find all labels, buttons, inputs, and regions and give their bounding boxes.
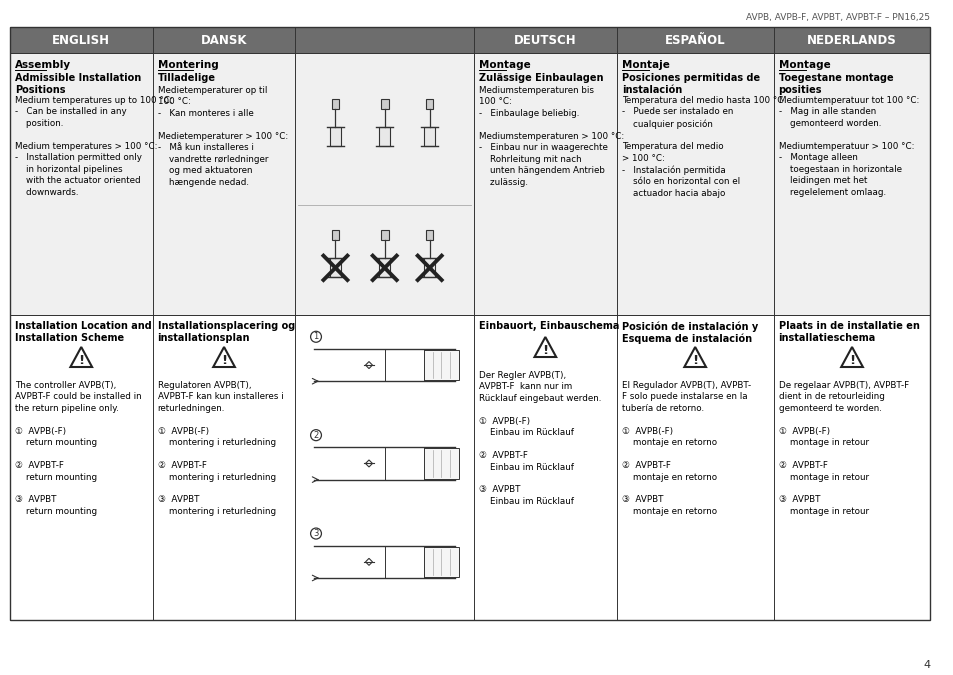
Bar bbox=[332, 99, 339, 109]
Text: ENGLISH: ENGLISH bbox=[52, 34, 111, 47]
Bar bbox=[10, 315, 152, 620]
Bar bbox=[379, 259, 390, 277]
Text: Posición de instalación y
Esquema de instalación: Posición de instalación y Esquema de ins… bbox=[621, 321, 757, 344]
Bar bbox=[773, 315, 929, 620]
Text: Posiciones permitidas de
instalación: Posiciones permitidas de instalación bbox=[621, 73, 759, 95]
Text: AVPB, AVPB-F, AVPBT, AVPBT-F – PN16,25: AVPB, AVPB-F, AVPBT, AVPBT-F – PN16,25 bbox=[745, 13, 929, 22]
Text: Der Regler AVPB(T),
AVPBT-F  kann nur im
Rücklauf eingebaut werden.

①  AVPB(-F): Der Regler AVPB(T), AVPBT-F kann nur im … bbox=[478, 371, 600, 506]
Text: Medietemperaturer op til
100 °C:
-   Kan monteres i alle

Medietemperaturer > 10: Medietemperaturer op til 100 °C: - Kan m… bbox=[157, 86, 288, 186]
Bar bbox=[295, 315, 474, 620]
Text: Mediumtemperatuur tot 100 °C:
-   Mag in alle standen
    gemonteerd worden.

Me: Mediumtemperatuur tot 100 °C: - Mag in a… bbox=[778, 96, 918, 196]
Bar bbox=[380, 99, 388, 109]
Bar bbox=[330, 259, 340, 277]
Bar bbox=[152, 27, 295, 53]
Bar bbox=[474, 315, 616, 620]
Bar bbox=[474, 53, 616, 315]
Text: Tilladelige: Tilladelige bbox=[157, 73, 215, 83]
Text: Assembly: Assembly bbox=[14, 60, 71, 70]
Text: NEDERLANDS: NEDERLANDS bbox=[806, 34, 896, 47]
Text: Montage: Montage bbox=[478, 60, 530, 70]
Text: Einbauort, Einbauschema: Einbauort, Einbauschema bbox=[478, 321, 618, 331]
Text: DANSK: DANSK bbox=[200, 34, 247, 47]
Bar bbox=[379, 128, 390, 146]
Polygon shape bbox=[365, 460, 372, 467]
Text: Toegestane montage
posities: Toegestane montage posities bbox=[778, 73, 892, 95]
Text: Montaje: Montaje bbox=[621, 60, 669, 70]
Text: !: ! bbox=[78, 354, 84, 367]
Bar bbox=[773, 27, 929, 53]
Bar bbox=[10, 53, 152, 315]
Text: El Regulador AVPB(T), AVPBT-
F solo puede instalarse en la
tubería de retorno.

: El Regulador AVPB(T), AVPBT- F solo pued… bbox=[621, 381, 750, 516]
Bar bbox=[295, 53, 474, 315]
Bar bbox=[332, 230, 339, 240]
Bar bbox=[295, 27, 474, 53]
Polygon shape bbox=[365, 558, 372, 566]
Text: ESPAÑOL: ESPAÑOL bbox=[664, 34, 724, 47]
Bar bbox=[424, 128, 435, 146]
Bar bbox=[423, 350, 458, 381]
Bar bbox=[616, 53, 773, 315]
Text: Medium temperatures up to 100 °C:
-   Can be installed in any
    position.

Med: Medium temperatures up to 100 °C: - Can … bbox=[14, 96, 172, 196]
Bar bbox=[380, 230, 388, 240]
Text: De regelaar AVPB(T), AVPBT-F
dient in de retourleiding
gemonteerd te worden.

① : De regelaar AVPB(T), AVPBT-F dient in de… bbox=[778, 381, 907, 516]
Text: The controller AVPB(T),
AVPBT-F could be installed in
the return pipeline only.
: The controller AVPB(T), AVPBT-F could be… bbox=[14, 381, 141, 516]
Text: Installation Location and
Installation Scheme: Installation Location and Installation S… bbox=[14, 321, 152, 343]
Bar bbox=[425, 230, 433, 240]
Text: 3: 3 bbox=[313, 529, 318, 538]
Text: Installationsplacering og
installationsplan: Installationsplacering og installationsp… bbox=[157, 321, 294, 343]
Text: 2: 2 bbox=[314, 431, 318, 439]
Text: Plaats in de installatie en
installatieschema: Plaats in de installatie en installaties… bbox=[778, 321, 919, 343]
Bar bbox=[152, 53, 295, 315]
Text: !: ! bbox=[848, 354, 854, 367]
Text: !: ! bbox=[691, 354, 698, 367]
Text: Admissible Installation
Positions: Admissible Installation Positions bbox=[14, 73, 141, 95]
Text: Zulässige Einbaulagen: Zulässige Einbaulagen bbox=[478, 73, 602, 83]
Polygon shape bbox=[365, 362, 372, 369]
Bar bbox=[616, 315, 773, 620]
Text: DEUTSCH: DEUTSCH bbox=[514, 34, 576, 47]
Text: Montering: Montering bbox=[157, 60, 218, 70]
Text: !: ! bbox=[221, 354, 227, 367]
Bar bbox=[425, 99, 433, 109]
Text: Temperatura del medio hasta 100 °C
-   Puede ser instalado en
    cualquier posi: Temperatura del medio hasta 100 °C - Pue… bbox=[621, 96, 782, 198]
Bar bbox=[152, 315, 295, 620]
Text: Mediumstemperaturen bis
100 °C:
-   Einbaulage beliebig.

Mediumstemperaturen > : Mediumstemperaturen bis 100 °C: - Einbau… bbox=[478, 86, 623, 186]
Text: 4: 4 bbox=[923, 660, 929, 670]
Text: !: ! bbox=[541, 344, 548, 356]
Bar bbox=[616, 27, 773, 53]
Text: Regulatoren AVPB(T),
AVPBT-F kan kun installeres i
returledningen.

①  AVPB(-F)
: Regulatoren AVPB(T), AVPBT-F kan kun ins… bbox=[157, 381, 283, 516]
Text: 1: 1 bbox=[314, 332, 318, 342]
Bar bbox=[10, 27, 152, 53]
Bar bbox=[474, 27, 616, 53]
Bar bbox=[10, 27, 929, 620]
Bar bbox=[423, 448, 458, 479]
Bar bbox=[423, 547, 458, 577]
Bar bbox=[330, 128, 340, 146]
Bar bbox=[424, 259, 435, 277]
Bar bbox=[773, 53, 929, 315]
Text: Montage: Montage bbox=[778, 60, 829, 70]
